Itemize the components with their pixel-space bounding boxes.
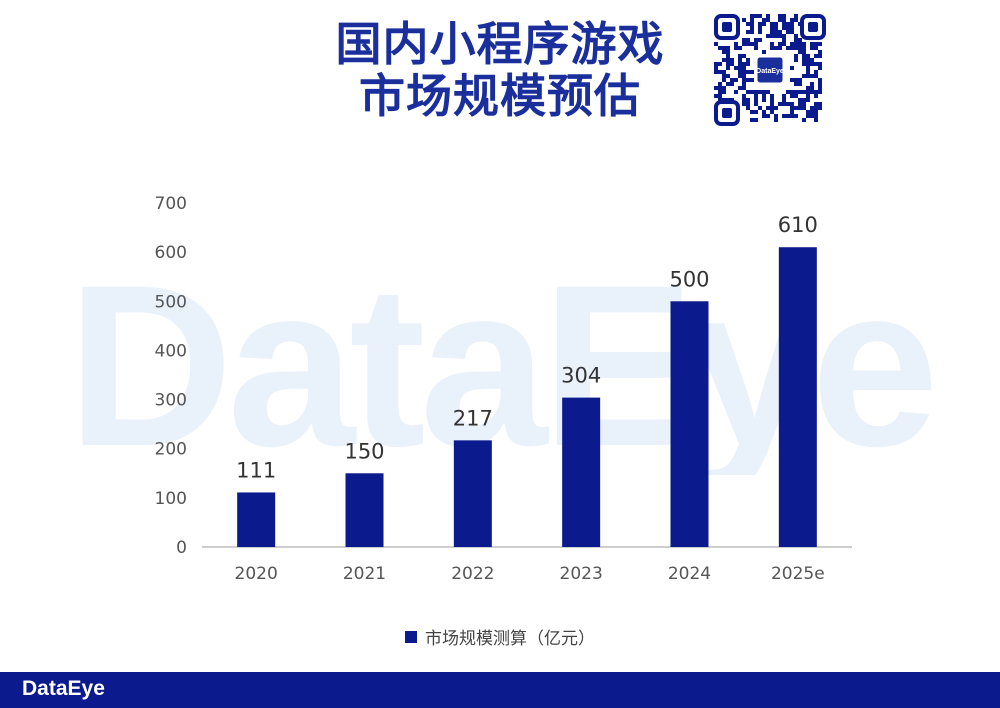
- y-tick-label: 100: [155, 489, 187, 509]
- y-tick-label: 0: [176, 538, 187, 558]
- legend-label: 市场规模测算（亿元）: [425, 629, 595, 649]
- legend: 市场规模测算（亿元）: [0, 624, 1000, 649]
- legend-swatch: [405, 630, 417, 643]
- title-line-1: 国内小程序游戏: [335, 17, 665, 71]
- qr-code: DataEye: [712, 12, 828, 128]
- title-line-2: 市场规模预估: [359, 69, 641, 123]
- bar: [345, 473, 384, 547]
- bar: [237, 492, 276, 547]
- data-label: 610: [778, 213, 818, 237]
- x-tick-label: 2021: [343, 564, 386, 584]
- bar: [453, 440, 492, 547]
- y-tick-label: 700: [155, 194, 187, 214]
- chart-title: 国内小程序游戏 市场规模预估: [0, 18, 1000, 122]
- x-tick-label: 2023: [560, 564, 603, 584]
- y-tick-label: 200: [155, 440, 187, 460]
- x-tick-label: 2025e: [771, 564, 825, 584]
- data-label: 150: [344, 439, 384, 463]
- footer-bar: DataEye: [0, 672, 1000, 708]
- x-tick-label: 2024: [668, 564, 711, 584]
- y-tick-label: 300: [155, 391, 187, 411]
- x-tick-label: 2020: [235, 564, 278, 584]
- y-tick-label: 500: [155, 292, 187, 312]
- bar: [562, 397, 601, 547]
- data-label: 217: [453, 406, 493, 430]
- x-tick-label: 2022: [451, 564, 494, 584]
- y-tick-label: 400: [155, 341, 187, 361]
- y-tick-label: 600: [155, 243, 187, 263]
- footer-logo: DataEye: [22, 677, 105, 700]
- bar: [670, 301, 709, 547]
- data-label: 304: [561, 364, 601, 388]
- data-label: 111: [236, 458, 276, 482]
- data-label: 500: [669, 267, 709, 291]
- bar: [778, 247, 817, 547]
- qr-logo: DataEye: [756, 68, 784, 75]
